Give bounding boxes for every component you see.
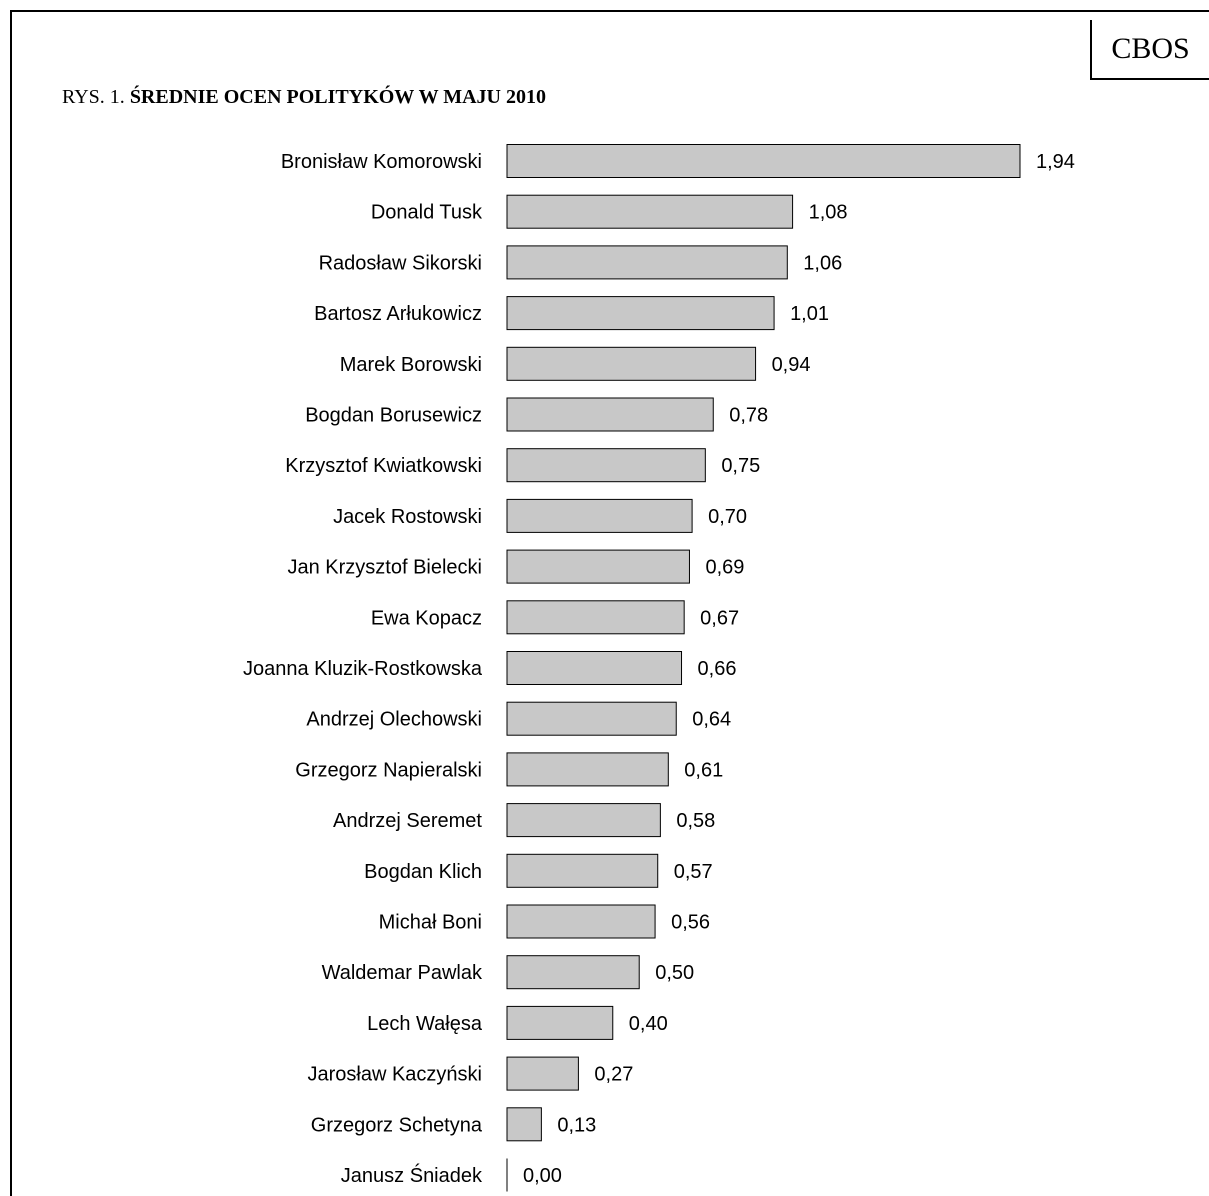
category-label: Michał Boni: [379, 912, 482, 934]
bar: [506, 600, 685, 635]
category-label: Joanna Kluzik-Rostkowska: [243, 658, 483, 680]
figure-frame: [10, 10, 1209, 1196]
category-label: Waldemar Pawlak: [322, 962, 483, 984]
bar: [506, 194, 794, 229]
value-label: 0,40: [629, 1013, 668, 1035]
category-label: Jan Krzysztof Bielecki: [287, 557, 482, 579]
value-label: 0,69: [705, 557, 744, 579]
category-label: Andrzej Seremet: [333, 810, 482, 832]
bar: [506, 1107, 542, 1142]
bar: [506, 904, 656, 939]
value-label: 0,50: [655, 962, 694, 984]
category-label: Bartosz Arłukowicz: [314, 303, 482, 325]
value-label: 0,94: [772, 354, 811, 376]
category-label: Bogdan Klich: [364, 861, 482, 883]
bar: [506, 752, 669, 787]
cbos-badge: CBOS: [1090, 20, 1209, 80]
value-label: 0,27: [594, 1064, 633, 1086]
cbos-badge-label: CBOS: [1111, 32, 1190, 65]
category-label: Janusz Śniadek: [341, 1163, 483, 1187]
value-label: 1,94: [1036, 151, 1075, 173]
bar: [506, 245, 788, 280]
value-label: 0,66: [698, 658, 737, 680]
bar: [506, 346, 757, 381]
value-label: 1,01: [790, 303, 829, 325]
bar: [506, 701, 677, 736]
category-label: Andrzej Olechowski: [306, 709, 482, 731]
category-label: Radosław Sikorski: [319, 252, 482, 274]
value-label: 0,70: [708, 506, 747, 528]
category-label: Jarosław Kaczyński: [307, 1064, 482, 1086]
bar: [506, 397, 714, 432]
bar: [506, 1005, 614, 1040]
bar: [506, 448, 706, 483]
bar: [506, 803, 661, 838]
value-label: 1,06: [803, 252, 842, 274]
category-label: Jacek Rostowski: [333, 506, 482, 528]
category-label: Bogdan Borusewicz: [305, 405, 482, 427]
category-label: Lech Wałęsa: [367, 1013, 483, 1035]
bar: [506, 955, 640, 990]
category-label: Donald Tusk: [371, 202, 483, 224]
bar: [506, 651, 683, 685]
category-label: Bronisław Komorowski: [281, 151, 482, 173]
figure-title-text: ŚREDNIE OCEN POLITYKÓW W MAJU 2010: [129, 86, 546, 108]
value-label: 0,64: [692, 709, 731, 731]
bar: [506, 1056, 579, 1091]
bar: [506, 144, 1021, 178]
value-label: 0,78: [729, 405, 768, 427]
value-label: 0,56: [671, 912, 710, 934]
value-label: 0,61: [684, 759, 723, 781]
value-label: 0,67: [700, 607, 739, 629]
value-label: 0,00: [523, 1165, 562, 1187]
value-label: 0,58: [676, 810, 715, 832]
value-label: 1,08: [809, 202, 848, 224]
value-label: 0,13: [557, 1114, 596, 1136]
figure-title-prefix: RYS. 1.: [62, 86, 125, 108]
category-label: Krzysztof Kwiatkowski: [285, 455, 482, 477]
category-label: Grzegorz Napieralski: [295, 759, 482, 781]
figure-title: RYS. 1. ŚREDNIE OCEN POLITYKÓW W MAJU 20…: [62, 86, 546, 109]
bar: [506, 853, 659, 888]
bar: [506, 549, 690, 584]
category-label: Ewa Kopacz: [371, 607, 482, 629]
bar: [506, 296, 775, 331]
value-label: 0,75: [721, 455, 760, 477]
value-label: 0,57: [674, 861, 713, 883]
bar: [506, 498, 693, 533]
category-label: Marek Borowski: [340, 354, 482, 376]
category-label: Grzegorz Schetyna: [311, 1114, 483, 1136]
